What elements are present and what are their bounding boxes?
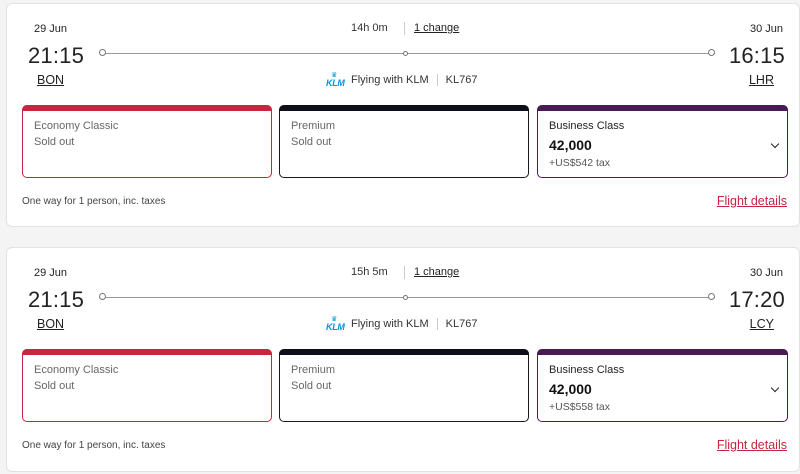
fare-class-name: Premium: [291, 364, 336, 376]
flight-card: 29 Jun 30 Jun 21:15 16:15 BON LHR 14h 0m…: [6, 3, 800, 227]
departure-dot: [99, 49, 106, 56]
fare-points: 42,000: [549, 137, 592, 153]
arrival-dot: [708, 49, 715, 56]
fare-tax: +US$558 tax: [549, 401, 611, 413]
klm-logo-icon: ♛ KLM: [326, 72, 345, 88]
carrier-info: ♛ KLM Flying with KLM KL767: [325, 72, 478, 88]
changes-link[interactable]: 1 change: [414, 22, 460, 34]
fare-class-name: Business Class: [549, 120, 625, 132]
klm-logo-icon: ♛ KLM: [326, 316, 345, 332]
arrival-airport-code[interactable]: LCY: [749, 317, 774, 331]
arrival-time: 16:15: [728, 43, 785, 68]
flight-card: 29 Jun 30 Jun 21:15 17:20 BON LCY 15h 5m…: [6, 247, 800, 472]
fare-status: Sold out: [291, 136, 332, 148]
changes-link[interactable]: 1 change: [414, 266, 460, 278]
fare-class-name: Premium: [291, 120, 336, 132]
fare-class-name: Economy Classic: [34, 364, 119, 376]
divider: [436, 318, 438, 330]
departure-dot: [99, 293, 106, 300]
fare-status: Sold out: [291, 380, 332, 392]
fare-color-bar: [22, 349, 272, 355]
fare-tax: +US$542 tax: [549, 157, 611, 169]
route-line: [103, 297, 715, 298]
fare-color-bar: [22, 105, 272, 111]
fare-color-bar: [279, 105, 529, 111]
fare-points: 42,000: [549, 381, 592, 397]
flight-number: KL767: [445, 74, 478, 86]
flight-details-link[interactable]: Flight details: [716, 194, 787, 208]
arrival-dot: [708, 293, 715, 300]
route-line: [103, 53, 715, 54]
fare-color-bar: [537, 105, 788, 111]
chevron-down-icon[interactable]: [770, 139, 780, 149]
departure-airport-code[interactable]: BON: [37, 73, 65, 87]
fare-business[interactable]: Business Class 42,000 +US$558 tax: [537, 349, 788, 422]
fare-note: One way for 1 person, inc. taxes: [22, 440, 166, 451]
fare-class-name: Economy Classic: [34, 120, 119, 132]
departure-time: 21:15: [28, 287, 85, 312]
departure-airport-code[interactable]: BON: [37, 317, 65, 331]
arrival-date: 30 Jun: [749, 267, 783, 279]
fare-status: Sold out: [34, 136, 75, 148]
chevron-down-icon[interactable]: [770, 383, 780, 393]
stopover-dot: [403, 51, 408, 56]
carrier-label: Flying with KLM: [351, 318, 429, 330]
departure-date: 29 Jun: [34, 267, 68, 279]
divider: [436, 74, 438, 86]
arrival-airport-code[interactable]: LHR: [748, 73, 774, 87]
fare-class-name: Business Class: [549, 364, 625, 376]
fare-note: One way for 1 person, inc. taxes: [22, 196, 166, 207]
carrier-label: Flying with KLM: [351, 74, 429, 86]
departure-time: 21:15: [28, 43, 85, 68]
fare-color-bar: [537, 349, 788, 355]
arrival-date: 30 Jun: [749, 23, 783, 35]
departure-date: 29 Jun: [34, 23, 68, 35]
divider: [404, 266, 405, 279]
divider: [404, 22, 405, 35]
fare-premium: Premium Sold out: [279, 349, 529, 422]
stopover-dot: [403, 295, 408, 300]
flight-number: KL767: [445, 318, 478, 330]
fare-status: Sold out: [34, 380, 75, 392]
fare-color-bar: [279, 349, 529, 355]
fare-business[interactable]: Business Class 42,000 +US$542 tax: [537, 105, 788, 178]
arrival-time: 17:20: [728, 287, 785, 312]
fare-economy: Economy Classic Sold out: [22, 105, 272, 178]
carrier-info: ♛ KLM Flying with KLM KL767: [325, 316, 478, 332]
flight-duration: 15h 5m: [351, 266, 388, 278]
fare-premium: Premium Sold out: [279, 105, 529, 178]
flight-duration: 14h 0m: [351, 22, 388, 34]
fare-economy: Economy Classic Sold out: [22, 349, 272, 422]
flight-details-link[interactable]: Flight details: [716, 438, 787, 452]
